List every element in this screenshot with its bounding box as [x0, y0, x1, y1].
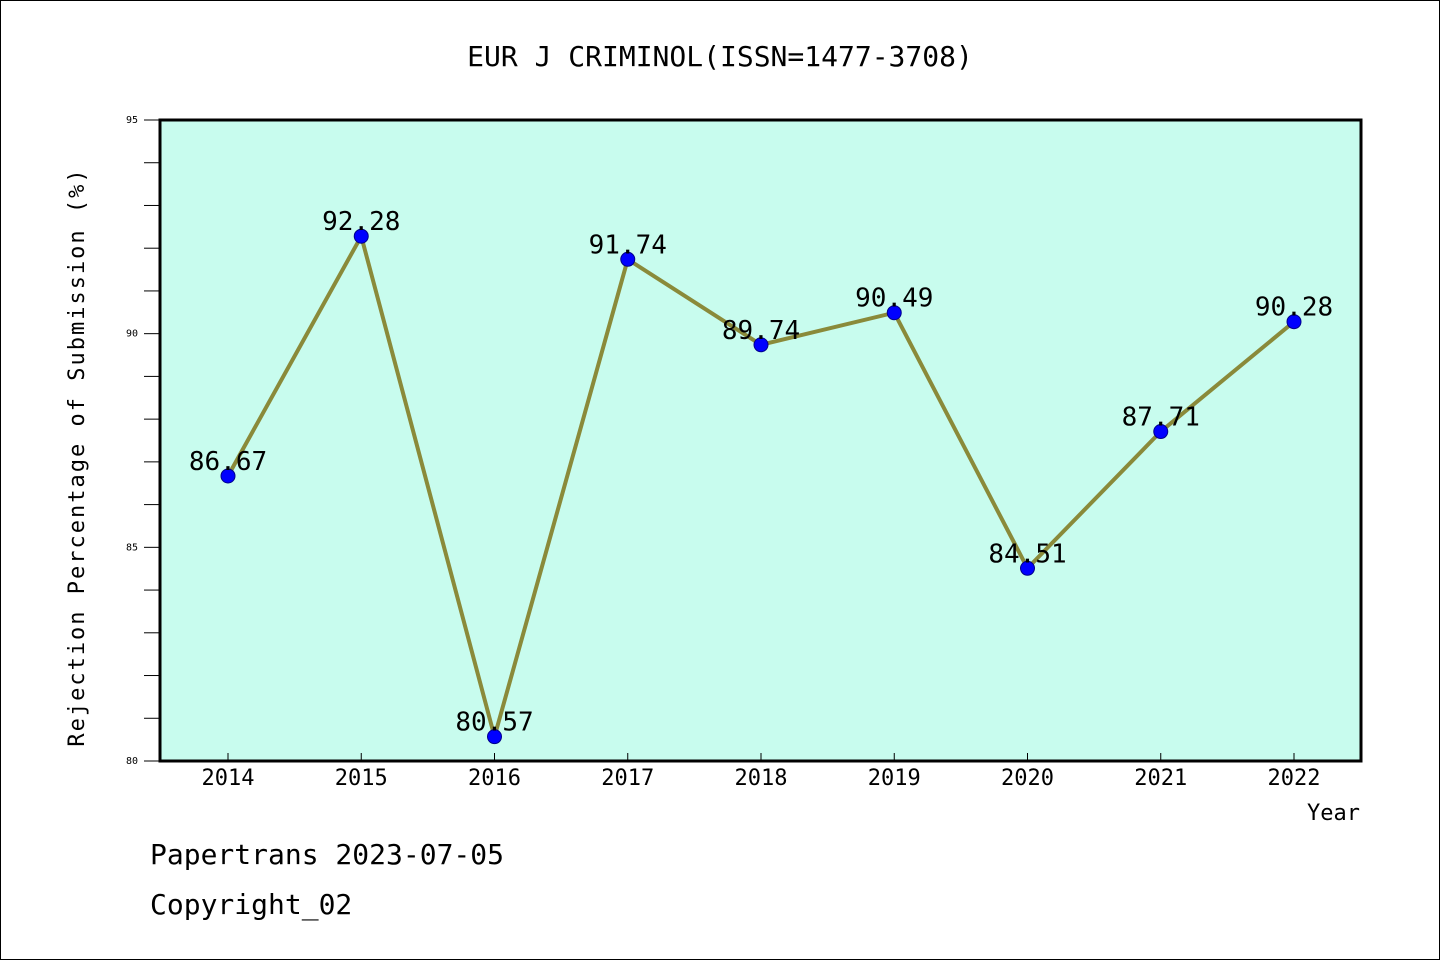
- data-point: [620, 251, 636, 267]
- x-tick-label: 2015: [335, 766, 388, 791]
- x-tick-label: 2020: [1001, 766, 1054, 791]
- y-tick-label: 80: [126, 756, 138, 767]
- data-label: 89.74: [722, 316, 800, 346]
- data-label: 84.51: [988, 539, 1066, 569]
- data-point: [353, 228, 369, 244]
- plot-area: [158, 118, 1363, 763]
- data-labels: 86.67 92.28 80.57 91.74 89.74 90.49 84.51 87.71…: [189, 207, 1333, 737]
- x-tick-label: 2017: [601, 766, 654, 791]
- data-label: 90.49: [855, 284, 933, 314]
- footer-date: Papertrans 2023-07-05: [150, 838, 504, 871]
- data-point: [487, 729, 502, 745]
- data-label: 91.74: [589, 230, 667, 260]
- chart-title: EUR J CRIMINOL(ISSN=1477-3708): [467, 40, 973, 73]
- y-tick-label: 85: [126, 542, 138, 553]
- data-label: 87.71: [1122, 403, 1200, 433]
- footer-copyright: Copyright_02: [150, 888, 352, 922]
- x-tick-label: 2016: [468, 766, 521, 791]
- data-point: [1153, 424, 1169, 440]
- x-tick-label: 2018: [735, 766, 788, 791]
- data-label: 80.57: [455, 708, 533, 738]
- x-tick-label: 2022: [1268, 766, 1321, 791]
- x-tick-label: 2021: [1134, 766, 1187, 791]
- data-point: [1020, 560, 1035, 576]
- data-markers: [220, 228, 1302, 745]
- data-point: [1286, 314, 1302, 330]
- y-axis-label: Rejection Percentage of Submission (%): [65, 167, 90, 746]
- data-label: 90.28: [1255, 293, 1333, 323]
- y-axis: 80 85 90 95: [126, 115, 160, 767]
- x-tick-label: 2014: [202, 766, 255, 791]
- y-tick-label: 90: [126, 329, 138, 340]
- x-axis-label: Year: [1307, 801, 1360, 826]
- x-axis: 2014 2015 2016 2017 2018 2019 2020 2021 2022: [202, 753, 1321, 791]
- data-label: 86.67: [189, 447, 267, 477]
- data-label: 92.28: [322, 207, 400, 237]
- data-point: [220, 468, 236, 484]
- data-point: [753, 337, 769, 353]
- data-point: [886, 305, 902, 321]
- x-tick-label: 2019: [868, 766, 921, 791]
- y-tick-label: 95: [126, 115, 138, 126]
